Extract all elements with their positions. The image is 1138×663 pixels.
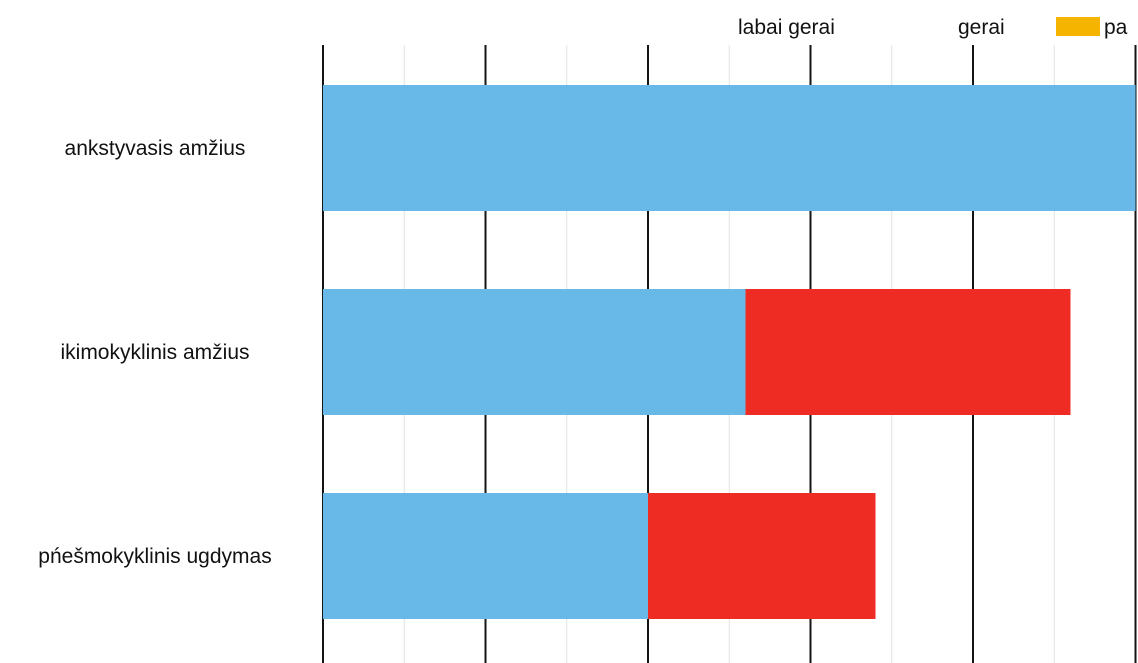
legend-label: pa (1104, 16, 1128, 39)
category-label: ikimokyklinis amžius (60, 341, 249, 364)
legend: labai gerai gerai pa (738, 16, 1128, 39)
bar-segment (323, 85, 1136, 211)
category-labels: ankstyvasis amžius ikimokyklinis amžius pń… (38, 137, 271, 568)
bar-segment (323, 493, 648, 619)
bar-segment (745, 289, 1071, 415)
category-label: ankstyvasis amžius (65, 137, 246, 160)
bar-segment (648, 493, 876, 619)
legend-label: labai gerai (738, 16, 835, 39)
legend-swatch (1056, 17, 1100, 36)
category-label: pńešmokyklinis ugdymas (38, 545, 271, 568)
bar-segment (323, 289, 746, 415)
legend-label: gerai (958, 16, 1005, 39)
bars (323, 85, 1136, 619)
